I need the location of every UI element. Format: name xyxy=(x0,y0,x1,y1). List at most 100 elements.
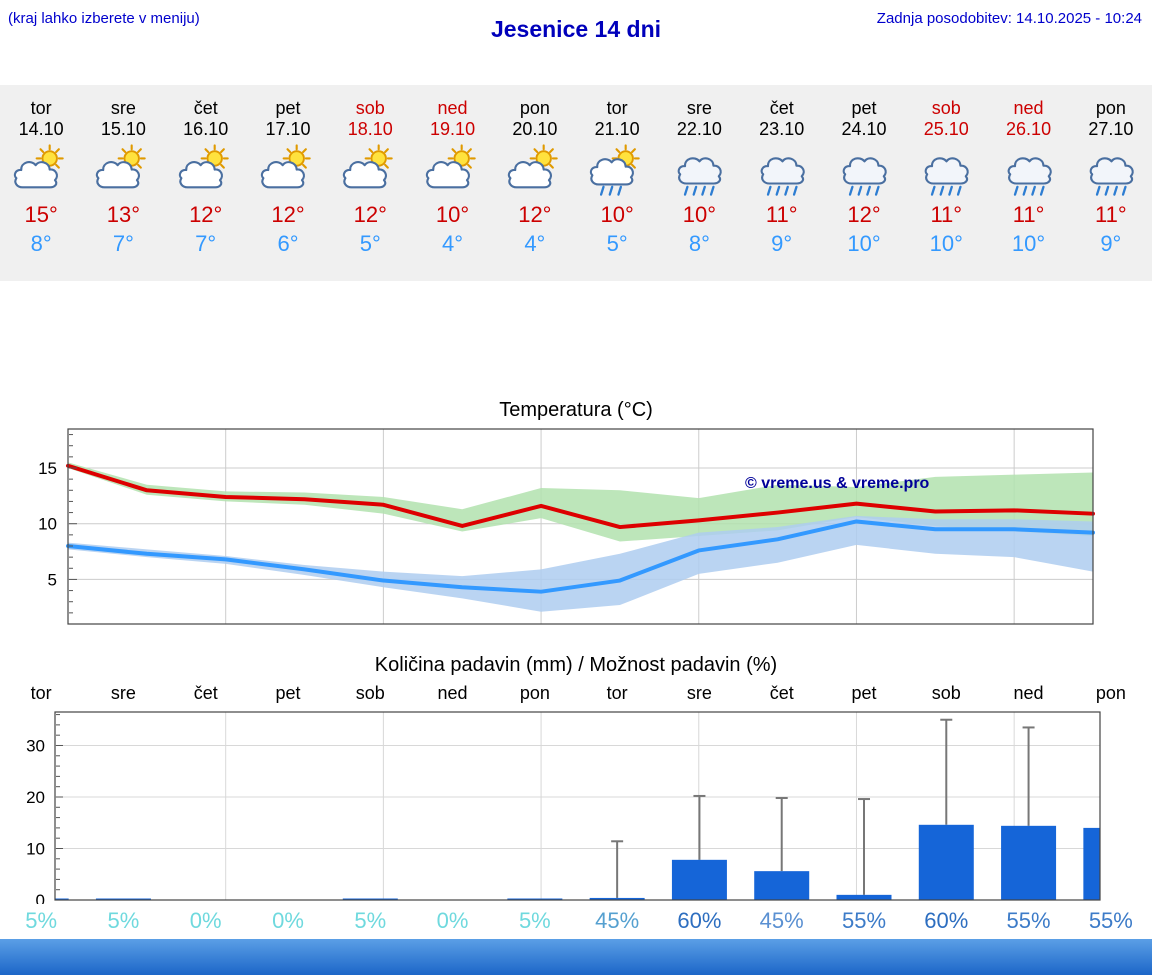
menu-hint: (kraj lahko izberete v meniju) xyxy=(8,10,200,27)
precip-probabilities: 5% 5% 0% 0% 5% 0% 5% 45% 60% 45% 55% 60% 55% 55% xyxy=(0,908,1152,934)
rain-icon xyxy=(1080,143,1142,197)
precipitation-chart: 0 10 20 30 xyxy=(26,711,1101,904)
forecast-day: pon 27.10 11° 9° xyxy=(1070,98,1152,257)
day-max-temp: 10° xyxy=(682,202,717,227)
precip-probability: 60% xyxy=(677,908,722,933)
precip-bar xyxy=(1083,827,1100,900)
precip-day-label: sob xyxy=(355,683,385,703)
day-name: pon xyxy=(519,98,550,118)
y-axis-label: 20 xyxy=(26,788,45,807)
day-name: čet xyxy=(769,98,794,118)
day-max-temp: 12° xyxy=(847,202,881,227)
temperature-chart-title: Temperatura (°C) xyxy=(499,399,653,421)
precip-bar xyxy=(55,898,69,900)
day-name: ned xyxy=(437,98,468,118)
precip-probability: 5% xyxy=(25,908,58,933)
precip-probability: 45% xyxy=(595,908,640,933)
day-max-temp: 12° xyxy=(518,202,552,227)
precip-day-label: sob xyxy=(931,683,961,703)
day-max-temp: 11° xyxy=(1012,202,1045,227)
forecast-day: sre 22.10 10° 8° xyxy=(658,98,740,257)
precipitation-chart-title: Količina padavin (mm) / Možnost padavin … xyxy=(374,654,778,676)
y-axis-label: 0 xyxy=(36,891,45,904)
precip-day-label: sre xyxy=(110,683,136,703)
precip-day-labels: tor sre čet pet sob ned pon tor sre čet pet sob ned p… xyxy=(0,683,1152,704)
precip-day-label: pon xyxy=(1095,683,1126,703)
day-max-temp: 11° xyxy=(1095,202,1127,227)
temperature-chart: 5 10 15 © vreme.us & vreme.pro xyxy=(38,428,1095,625)
precip-bar xyxy=(671,859,727,900)
precip-probability: 0% xyxy=(436,908,469,933)
precip-probability: 60% xyxy=(924,908,969,933)
day-date: 25.10 xyxy=(923,119,969,139)
day-min-temp: 10° xyxy=(1011,231,1046,256)
partly-cloudy-icon xyxy=(92,143,154,197)
forecast-day: sre 15.10 13° 7° xyxy=(82,98,164,257)
day-min-temp: 10° xyxy=(847,231,881,256)
forecast-day: pon 20.10 12° 4° xyxy=(494,98,576,257)
day-name: tor xyxy=(606,98,628,118)
precip-probability: 55% xyxy=(1006,908,1051,933)
rain-icon xyxy=(751,143,813,197)
day-date: 16.10 xyxy=(183,119,229,139)
precip-day-label: tor xyxy=(30,683,52,703)
page-title: Jesenice 14 dni xyxy=(490,16,662,42)
partly-cloudy-rain-icon xyxy=(586,143,648,197)
y-axis-label: 5 xyxy=(48,570,57,589)
precip-probability: 5% xyxy=(354,908,387,933)
day-min-temp: 5° xyxy=(606,231,628,256)
partly-cloudy-icon xyxy=(257,143,319,197)
precip-day-label: ned xyxy=(437,683,468,703)
day-max-temp: 12° xyxy=(271,202,305,227)
precip-probability: 0% xyxy=(272,908,304,933)
day-min-temp: 7° xyxy=(195,231,217,256)
precip-probability: 45% xyxy=(759,908,804,933)
partly-cloudy-icon xyxy=(504,143,566,197)
day-name: sre xyxy=(686,98,712,118)
precip-bar xyxy=(507,898,563,900)
precip-day-label: pet xyxy=(275,683,301,703)
rain-icon xyxy=(833,143,895,197)
precip-probability: 0% xyxy=(189,908,222,933)
forecast-day: sob 18.10 12° 5° xyxy=(329,98,411,257)
precip-probability: 5% xyxy=(518,908,551,933)
precip-day-label: čet xyxy=(769,683,794,703)
rain-icon xyxy=(668,143,730,197)
rain-icon xyxy=(915,143,977,197)
day-date: 19.10 xyxy=(430,119,476,139)
forecast-day: tor 21.10 10° 5° xyxy=(576,98,658,257)
min-temp-range-band xyxy=(68,515,1093,612)
day-min-temp: 4° xyxy=(442,231,464,256)
precip-bar xyxy=(589,897,645,900)
day-min-temp: 6° xyxy=(277,231,299,256)
last-update-label: Zadnja posodobitev: 14.10.2025 - 10:24 xyxy=(876,10,1142,27)
header: (kraj lahko izberete v meniju) Jesenice … xyxy=(0,0,1152,85)
watermark: © vreme.us & vreme.pro xyxy=(745,475,930,492)
partly-cloudy-icon xyxy=(339,143,401,197)
forecast-day: čet 16.10 12° 7° xyxy=(165,98,247,257)
precip-probability: 5% xyxy=(107,908,140,933)
day-max-temp: 11° xyxy=(765,202,798,227)
precip-bar xyxy=(342,898,398,900)
day-min-temp: 5° xyxy=(359,231,381,256)
day-name: sre xyxy=(110,98,136,118)
max-temp-range-band xyxy=(68,462,1093,542)
min-temp-line xyxy=(66,519,1095,594)
day-name: pon xyxy=(1095,98,1126,118)
forecast-day: ned 26.10 11° 10° xyxy=(987,98,1069,257)
precip-day-label: tor xyxy=(606,683,628,703)
day-date: 18.10 xyxy=(347,119,393,139)
precip-bar xyxy=(95,898,151,900)
forecast-day: ned 19.10 10° 4° xyxy=(411,98,493,257)
precip-probability: 55% xyxy=(841,908,887,933)
day-max-temp: 13° xyxy=(106,202,141,227)
day-date: 14.10 xyxy=(18,119,64,139)
day-name: pet xyxy=(275,98,301,118)
day-min-temp: 8° xyxy=(30,231,52,256)
day-max-temp: 11° xyxy=(930,202,963,227)
forecast-day: pet 17.10 12° 6° xyxy=(247,98,329,257)
forecast-day: sob 25.10 11° 10° xyxy=(905,98,987,257)
day-date: 20.10 xyxy=(512,119,558,139)
day-date: 15.10 xyxy=(100,119,146,139)
day-name: ned xyxy=(1013,98,1044,118)
